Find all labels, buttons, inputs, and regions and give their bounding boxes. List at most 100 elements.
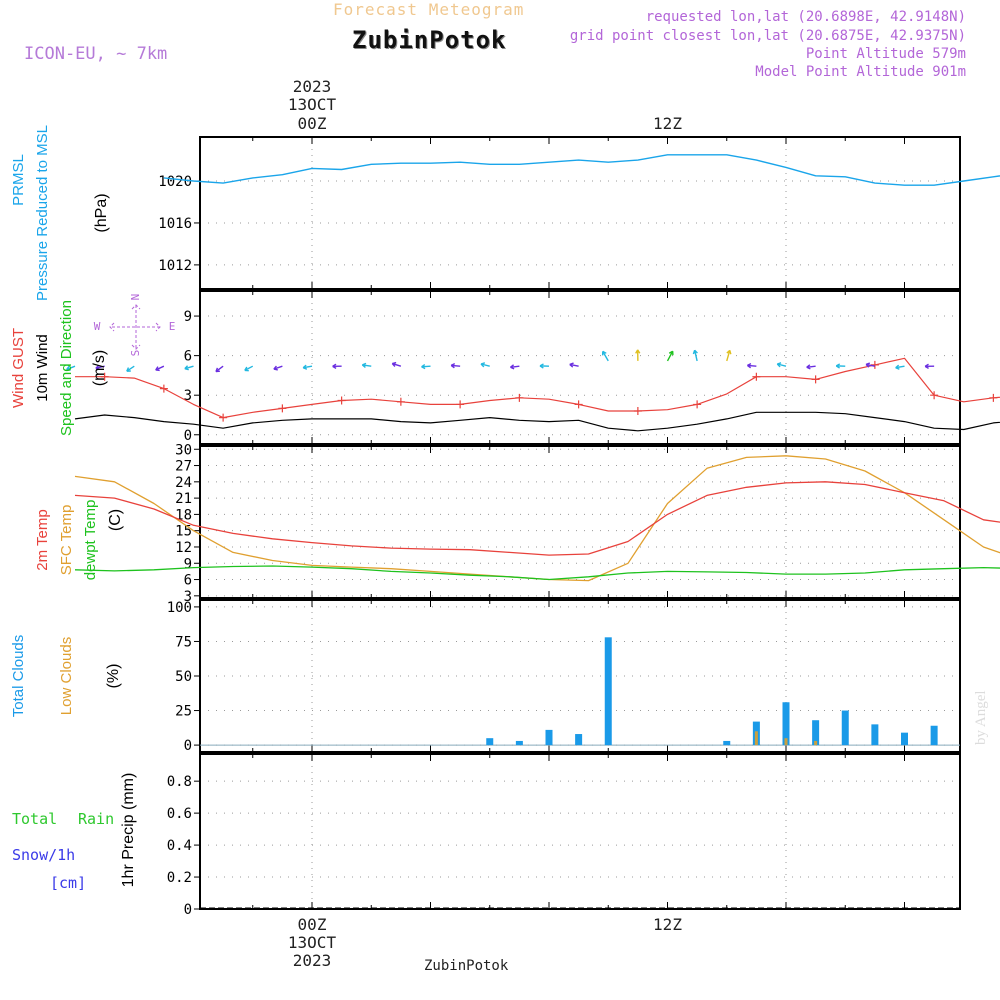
gust-marker <box>396 397 405 406</box>
clouds-ytick-label: 75 <box>175 634 192 650</box>
gust-line <box>75 357 1000 419</box>
wind-arrow <box>244 365 254 372</box>
temperature-ytick-label: 12 <box>175 540 192 556</box>
wind-arrow <box>451 364 461 367</box>
clouds-ytick-label: 0 <box>184 738 192 754</box>
wind-arrow <box>95 365 105 369</box>
wind-arrow-head <box>480 362 486 368</box>
compass-s: S <box>129 350 142 357</box>
wind-arrow-head <box>332 363 337 369</box>
wind-arrow <box>392 362 402 367</box>
bottom-day-label: 14OCT <box>999 933 1000 952</box>
wind-arrow <box>865 363 876 367</box>
requested-coords: requested lon,lat (20.6898E, 42.9148N) <box>645 9 966 25</box>
precipitation-panel-frame <box>199 753 961 910</box>
temp-2m-label: 2m Temp <box>34 509 51 570</box>
wind-speed-line <box>74 411 1000 432</box>
wind-arrow-head <box>244 366 249 372</box>
temperature-ytick-label: 21 <box>175 491 192 507</box>
wind-arrow-head <box>95 364 100 371</box>
model-altitude: Model Point Altitude 901m <box>755 64 966 80</box>
temp-unit-label: (C) <box>107 509 124 531</box>
wind-arrow <box>480 363 490 367</box>
low-clouds-label: Low Clouds <box>58 637 75 715</box>
total-cloud-bar <box>901 732 908 746</box>
total-cloud-bar <box>812 720 820 746</box>
point-altitude: Point Altitude 579m <box>805 46 966 62</box>
gust-marker <box>100 372 109 381</box>
wind-ytick-label: 0 <box>184 428 192 444</box>
wind-arrow <box>693 350 698 362</box>
total-clouds-label: Total Clouds <box>10 635 27 718</box>
temperature-ytick-label: 9 <box>184 556 192 572</box>
wind-arrow-head <box>215 367 220 373</box>
top-time-tick: 00Z <box>298 114 327 133</box>
pressure-ytick-label: 1020 <box>158 174 192 190</box>
gust-marker <box>633 407 642 416</box>
compass-rose <box>109 304 161 350</box>
gust-marker <box>870 360 879 369</box>
footer-station: ZubinPotok <box>424 958 509 974</box>
wind-arrow <box>362 364 372 367</box>
wind-arrow-head <box>569 362 574 368</box>
wind-direction-label: Speed and Direction <box>58 300 75 436</box>
wind-arrow-head <box>746 363 752 369</box>
gust-marker <box>693 400 702 409</box>
precip-total-label: Total <box>12 810 57 828</box>
wind-arrow-head <box>635 349 641 354</box>
temperature-panel-frame <box>199 445 961 599</box>
precip-axis-label: 1hr Precip (mm) <box>120 773 137 888</box>
gust-marker <box>337 396 346 405</box>
pressure-ytick-label: 1012 <box>158 258 192 274</box>
wind-10m-label: 10m Wind <box>34 334 51 402</box>
wind-arrow <box>215 365 224 373</box>
top-day-label: 14OCT <box>999 95 1000 114</box>
precipitation-ytick-label: 0.2 <box>167 870 192 886</box>
wind-arrow-head <box>806 364 811 370</box>
wind-arrow-head <box>66 365 71 371</box>
wind-arrow <box>66 365 76 371</box>
total-cloud-bar <box>575 734 583 746</box>
clouds-ytick-label: 100 <box>167 600 192 616</box>
wind-arrow-head <box>126 367 131 372</box>
wind-arrow-head <box>776 362 782 368</box>
wind-arrow <box>666 350 674 362</box>
precip-snow-label: Snow/1h <box>12 846 75 864</box>
wind-unit-label: (m/s) <box>91 350 108 386</box>
low-cloud-bar <box>814 740 818 746</box>
wind-arrow <box>510 365 520 368</box>
wind-arrow-head <box>668 350 674 356</box>
gust-marker <box>811 375 820 384</box>
total-cloud-bar <box>486 738 494 746</box>
gust-marker <box>930 391 939 400</box>
precip-rain-label: Rain <box>78 810 114 828</box>
compass-n: N <box>129 294 142 301</box>
precip-snow-unit: [cm] <box>50 874 86 892</box>
gust-marker <box>515 393 524 402</box>
wind-panel-frame <box>199 290 961 445</box>
precipitation-ytick-label: 0.8 <box>167 774 192 790</box>
top-time-tick: 12Z <box>653 114 682 133</box>
temperature-ytick-label: 24 <box>175 475 192 491</box>
temperature-ytick-label: 30 <box>175 442 192 458</box>
wind-arrow-head <box>421 363 426 370</box>
wind-ytick-label: 3 <box>184 388 192 404</box>
top-year-label: 2023 <box>293 77 332 96</box>
wind-arrow <box>777 363 787 367</box>
total-cloud-bar <box>604 637 612 746</box>
wind-arrow-head <box>924 363 929 369</box>
wind-arrow <box>569 363 579 367</box>
wind-arrow <box>421 365 431 368</box>
wind-arrow-head <box>302 364 308 370</box>
wind-arrow-head <box>601 350 607 356</box>
dewpt-line <box>74 565 1000 581</box>
wind-arrow-head <box>692 349 698 355</box>
wind-arrow <box>806 365 816 368</box>
wind-arrow-head <box>184 365 189 371</box>
temperature-ytick-label: 6 <box>184 573 192 589</box>
wind-arrow-head <box>726 349 732 355</box>
bottom-time-tick: 12Z <box>653 915 682 934</box>
gust-marker <box>574 400 583 409</box>
temp-dewpt-label: dewpt Temp <box>82 500 99 581</box>
closest-coords: grid point closest lon,lat (20.6875E, 42… <box>569 28 966 44</box>
